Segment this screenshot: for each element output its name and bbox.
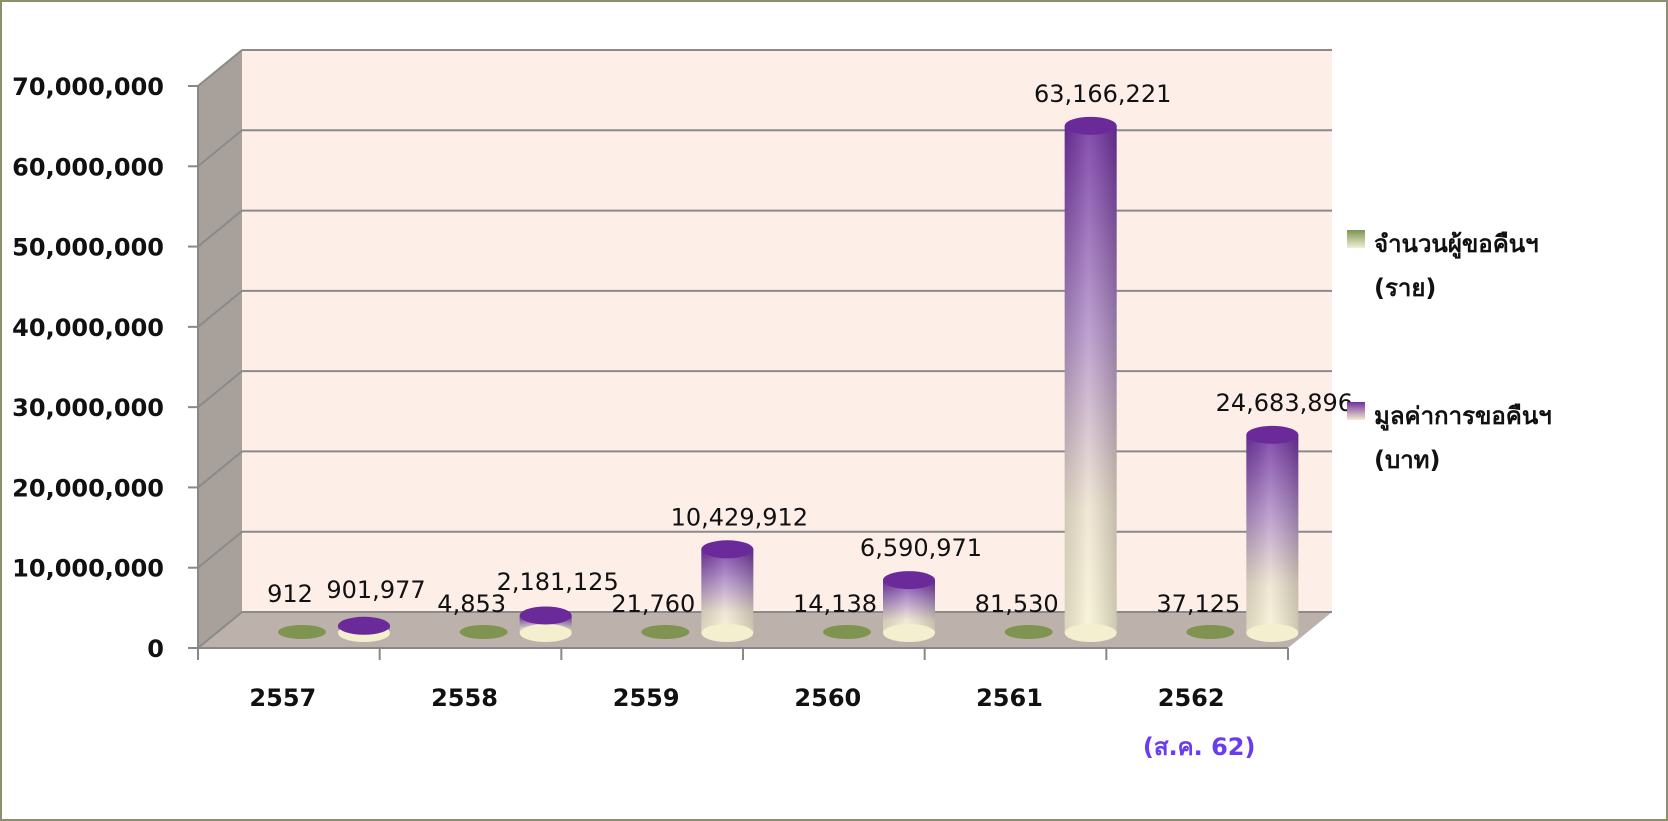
legend-label-1: มูลค่าการขอคืนฯ <box>1374 402 1552 431</box>
back-wall <box>242 50 1332 612</box>
y-tick-label: 30,000,000 <box>12 394 164 422</box>
bar-value-2557 <box>338 616 390 642</box>
gridline-side <box>197 611 243 649</box>
y-tick-label: 40,000,000 <box>12 314 164 342</box>
y-tick-label: 70,000,000 <box>12 73 164 101</box>
x-tick-label: 2559 <box>613 684 680 712</box>
y-tick-label: 20,000,000 <box>12 474 164 502</box>
bar-value-2558 <box>519 606 572 642</box>
bar-count-2558 <box>459 625 508 639</box>
data-label-count-2561: 81,530 <box>975 590 1059 618</box>
y-tick-label: 60,000,000 <box>12 153 164 181</box>
x-tick-label: 2561 <box>976 684 1043 712</box>
bar-value-2561 <box>1064 116 1117 642</box>
bar-count-2562 <box>1186 625 1235 639</box>
data-label-count-2557: 912 <box>267 580 313 608</box>
y-tick-label: 10,000,000 <box>12 555 164 583</box>
gridline-side <box>197 290 243 328</box>
bar-count-2561 <box>1004 625 1053 639</box>
data-label-value-2559: 10,429,912 <box>671 503 808 531</box>
side-wall <box>198 50 242 648</box>
legend-swatch-0 <box>1347 230 1365 248</box>
bar-count-2560 <box>823 625 871 639</box>
x-tick-label: 2558 <box>431 684 498 712</box>
legend-label-0: (ราย) <box>1374 274 1436 302</box>
data-label-value-2561: 63,166,221 <box>1034 80 1171 108</box>
category-note: (ส.ค. 62) <box>1143 733 1256 761</box>
x-tick-label: 2557 <box>249 684 316 712</box>
x-tick-label: 2562 <box>1158 684 1225 712</box>
gridline-side <box>197 129 243 168</box>
data-label-value-2560: 6,590,971 <box>860 534 982 562</box>
data-label-value-2562: 24,683,896 <box>1216 389 1353 417</box>
data-label-value-2557: 901,977 <box>326 576 425 604</box>
legend-label-1: (บาท) <box>1374 446 1440 474</box>
bar-count-2559 <box>641 625 690 639</box>
data-label-value-2558: 2,181,125 <box>497 568 619 596</box>
y-tick-label: 0 <box>147 635 164 663</box>
x-tick-label: 2560 <box>794 684 861 712</box>
legend-swatch-1 <box>1347 402 1365 420</box>
bar-value-2559 <box>701 540 754 642</box>
data-label-count-2560: 14,138 <box>793 590 877 618</box>
bar-count-2557 <box>278 625 326 639</box>
data-label-count-2559: 21,760 <box>611 590 695 618</box>
gridline-side <box>197 450 243 489</box>
gridline-side <box>197 530 243 569</box>
floor <box>198 612 1332 648</box>
data-label-count-2562: 37,125 <box>1156 590 1240 618</box>
data-label-count-2558: 4,853 <box>437 590 506 618</box>
legend-label-0: จำนวนผู้ขอคืนฯ <box>1374 230 1539 259</box>
gridline-side <box>197 49 243 87</box>
gridline-side <box>197 370 243 408</box>
y-tick-label: 50,000,000 <box>12 234 164 262</box>
bar-value-2562 <box>1246 425 1299 642</box>
bar-value-2560 <box>883 571 935 642</box>
gridline-side <box>197 209 243 248</box>
